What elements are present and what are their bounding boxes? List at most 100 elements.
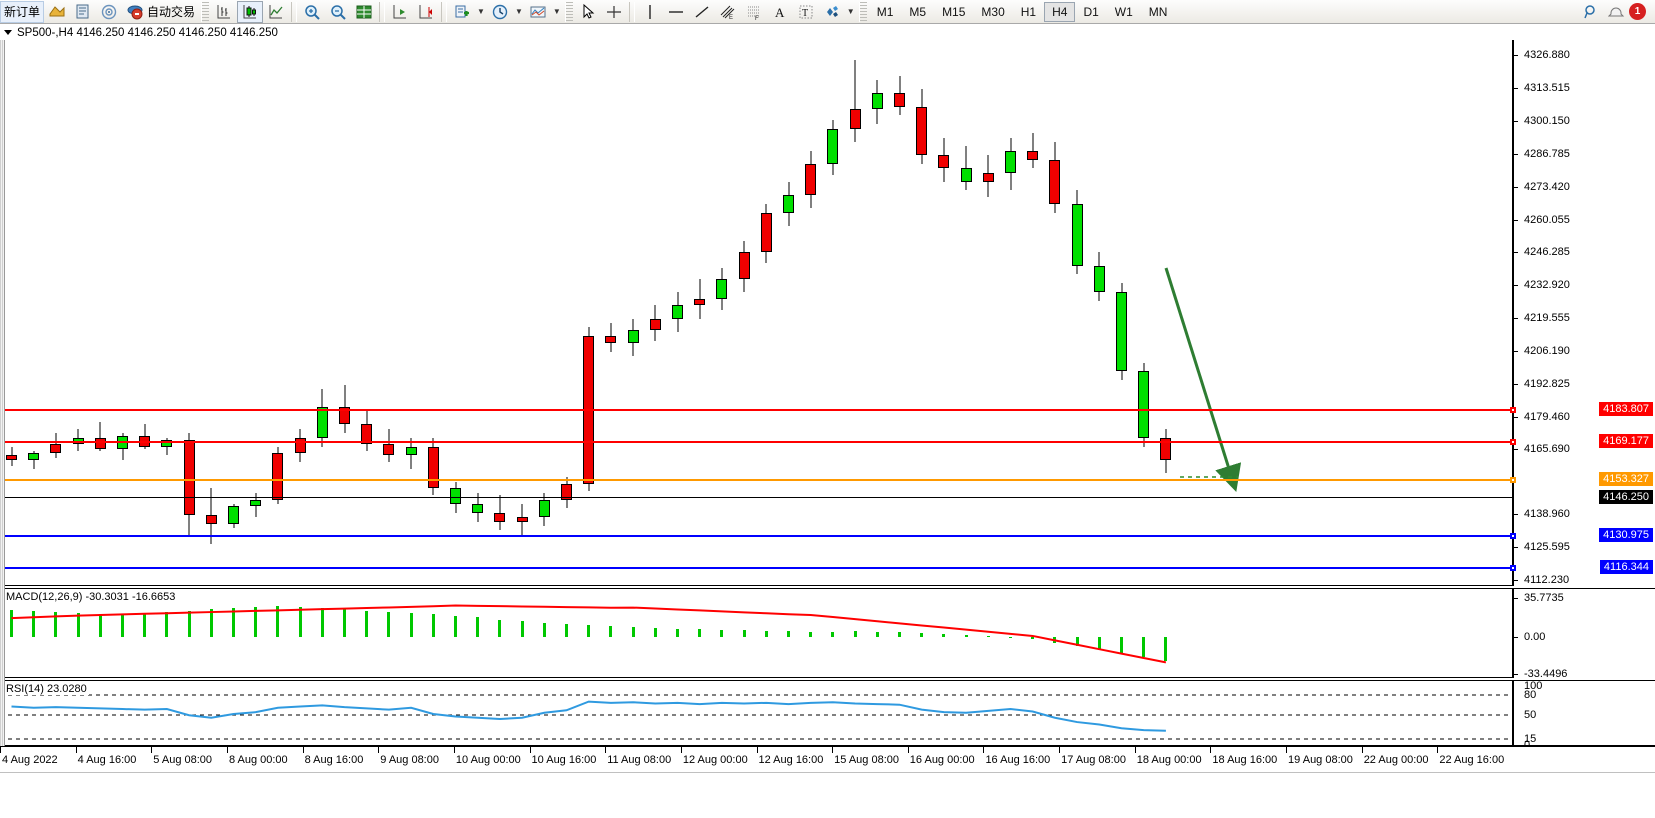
cursor-tool-button[interactable] xyxy=(575,1,601,23)
period-icon xyxy=(492,4,508,19)
charts-button[interactable] xyxy=(44,1,70,23)
chart-scale-handle[interactable] xyxy=(0,40,5,746)
candle-body xyxy=(783,194,794,213)
shapes-button[interactable] xyxy=(819,1,845,23)
timeframe-m15[interactable]: M15 xyxy=(942,4,966,19)
candle-body xyxy=(916,106,928,156)
search-button[interactable] xyxy=(1578,1,1604,23)
macd-axis[interactable]: 35.7735 0.00 -33.4496 xyxy=(1513,588,1655,680)
horizontal-line-button[interactable] xyxy=(663,1,689,23)
toolbar-grip-2[interactable] xyxy=(564,1,573,22)
price-level-pivot[interactable] xyxy=(0,477,1516,483)
candle xyxy=(938,40,950,586)
notifications-button[interactable]: 1 xyxy=(1604,1,1655,23)
price-level-last-price[interactable] xyxy=(0,497,1512,498)
templates-button[interactable] xyxy=(525,1,551,23)
zoom-in-button[interactable] xyxy=(299,1,325,23)
data-window-button[interactable] xyxy=(351,1,377,23)
candle-body xyxy=(427,446,439,489)
candlestick-chart-button[interactable] xyxy=(237,0,264,23)
level-handle[interactable] xyxy=(1510,439,1516,445)
level-handle[interactable] xyxy=(1510,565,1516,571)
candle xyxy=(383,40,395,586)
candle xyxy=(1005,40,1016,586)
text-label-button[interactable]: T xyxy=(793,1,819,23)
macd-signal-line xyxy=(11,604,1167,664)
timeframe-m1[interactable]: M1 xyxy=(876,4,894,19)
equidistant-channel-button[interactable]: E xyxy=(715,1,741,23)
line-chart-button[interactable] xyxy=(263,1,289,23)
autotrading-icon xyxy=(127,5,143,19)
period-dropdown-caret[interactable]: ▼ xyxy=(514,7,523,16)
toolbar-grip-3[interactable] xyxy=(858,1,867,22)
time-axis[interactable]: 4 Aug 2022 4 Aug 16:00 5 Aug 08:00 8 Aug 00… xyxy=(0,746,1655,772)
level-handle[interactable] xyxy=(1510,407,1516,413)
shapes-dropdown-caret[interactable]: ▼ xyxy=(846,7,855,16)
timeframe-d1[interactable]: D1 xyxy=(1083,4,1099,19)
bar-chart-button[interactable] xyxy=(211,1,237,23)
period-button[interactable] xyxy=(487,1,513,23)
level-handle[interactable] xyxy=(1510,477,1516,483)
rsi-indicator-pane[interactable]: RSI(14) 23.0280 xyxy=(0,680,1513,746)
toolbar-grip-1[interactable] xyxy=(201,1,210,22)
macd-histogram-bar xyxy=(986,635,990,637)
rsi-tick: 0 xyxy=(1524,739,1531,751)
new-order-label: 新订单 xyxy=(4,5,41,19)
candle-wick xyxy=(854,60,856,142)
downtrend-arrow[interactable] xyxy=(1164,267,1242,493)
templates-dropdown-caret[interactable]: ▼ xyxy=(552,7,561,16)
price-level-support[interactable] xyxy=(0,565,1516,571)
candle-body xyxy=(1160,437,1172,460)
price-tick: 4273.420 xyxy=(1514,181,1570,193)
candle xyxy=(516,40,528,586)
timeframe-w1[interactable]: W1 xyxy=(1114,4,1133,19)
timeframe-h1[interactable]: H1 xyxy=(1020,4,1037,19)
macd-indicator-pane[interactable]: MACD(12,26,9) -30.3031 -16.6653 xyxy=(0,588,1513,678)
candle-body xyxy=(1071,203,1083,266)
candle-wick xyxy=(99,422,101,451)
timeframe-m30[interactable]: M30 xyxy=(981,4,1005,19)
trendline-button[interactable] xyxy=(689,1,715,23)
price-axis[interactable]: 4326.880 4313.515 4300.150 4286.785 4273.420… xyxy=(1513,40,1655,619)
macd-histogram-bar xyxy=(831,632,835,637)
text-icon: A xyxy=(775,5,785,20)
candle xyxy=(561,40,572,586)
rsi-axis[interactable]: 100 80 50 15 0 xyxy=(1513,680,1655,751)
candle xyxy=(94,40,106,586)
candle xyxy=(538,40,550,586)
chart-menu-triangle-icon[interactable] xyxy=(4,30,12,35)
macd-histogram-bar xyxy=(10,609,13,637)
svg-text:F: F xyxy=(755,16,759,21)
timeframe-h4[interactable]: H4 xyxy=(1044,1,1076,22)
crosshair-tool-button[interactable] xyxy=(601,1,627,23)
price-level-resistance[interactable] xyxy=(0,407,1516,413)
bar-chart-icon xyxy=(217,4,231,18)
candle-body xyxy=(1049,159,1061,204)
time-tick xyxy=(378,747,380,753)
chart-shift-button[interactable] xyxy=(413,1,439,23)
macd-histogram-bar xyxy=(1009,636,1012,638)
fibonacci-button[interactable]: F xyxy=(741,1,767,23)
candle-body xyxy=(161,439,173,447)
macd-tick: 35.7735 xyxy=(1514,592,1564,604)
price-tick: 4246.285 xyxy=(1514,246,1570,258)
text-button[interactable]: A xyxy=(767,1,793,23)
price-chart-pane[interactable] xyxy=(0,40,1516,586)
market-watch-button[interactable] xyxy=(70,1,96,23)
indicators-dropdown-caret[interactable]: ▼ xyxy=(477,7,485,16)
macd-histogram-bar xyxy=(387,611,391,637)
price-level-resistance[interactable] xyxy=(0,439,1516,445)
vertical-line-button[interactable] xyxy=(637,1,663,23)
zoom-out-button[interactable] xyxy=(325,1,351,23)
signals-button[interactable] xyxy=(96,1,122,23)
auto-scroll-button[interactable] xyxy=(387,1,413,23)
level-handle[interactable] xyxy=(1510,533,1516,539)
time-tick xyxy=(756,747,758,753)
autotrading-button[interactable]: 自动交易 xyxy=(122,1,199,23)
timeframe-mn[interactable]: MN xyxy=(1148,4,1168,19)
new-order-button[interactable]: 新订单 xyxy=(0,0,45,23)
price-level-support[interactable] xyxy=(0,533,1516,539)
candle xyxy=(272,40,284,586)
timeframe-m5[interactable]: M5 xyxy=(909,4,927,19)
indicators-button[interactable] xyxy=(449,1,475,23)
